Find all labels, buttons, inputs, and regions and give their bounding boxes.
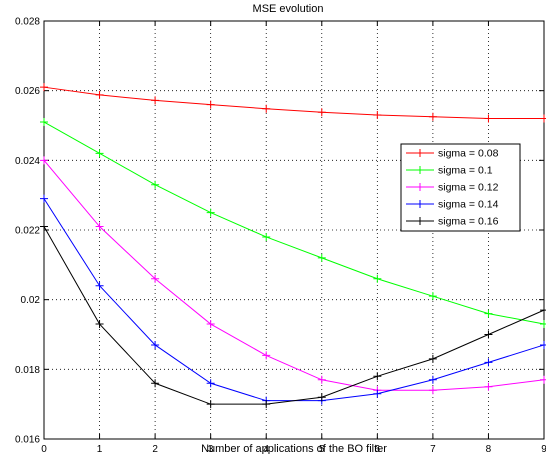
series-line — [43, 226, 545, 405]
x-tick-label: 4 — [263, 444, 269, 454]
data-point-marker — [206, 400, 215, 409]
legend-swatch-marker — [416, 149, 424, 157]
legend-swatch-marker — [416, 217, 424, 225]
data-point-marker — [40, 83, 48, 92]
x-tick-label: 6 — [375, 444, 381, 454]
series-3 — [40, 156, 546, 395]
data-point-marker — [95, 320, 104, 329]
data-point-marker — [151, 379, 160, 388]
data-point-marker — [40, 156, 48, 165]
data-point-marker — [40, 194, 48, 203]
legend-item: sigma = 0.08 — [406, 148, 499, 160]
data-point-marker — [373, 372, 382, 381]
data-point-marker — [373, 389, 382, 398]
y-tick-label: 0.016 — [15, 435, 40, 446]
data-point-marker — [95, 90, 104, 99]
series-line — [43, 121, 545, 325]
legend-swatch-marker — [416, 166, 424, 174]
series-line — [43, 86, 544, 120]
legend-item: sigma = 0.1 — [406, 165, 493, 177]
data-point-marker — [428, 112, 437, 121]
y-tick-label: 0.022 — [15, 226, 40, 237]
data-point-marker — [262, 400, 271, 409]
data-point-marker — [206, 208, 215, 217]
data-point-marker — [484, 382, 493, 391]
data-point-marker — [262, 351, 271, 360]
data-point-marker — [540, 375, 546, 384]
data-point-marker — [206, 320, 215, 329]
data-point-marker — [484, 358, 493, 367]
data-point-marker — [540, 340, 546, 349]
legend-label: sigma = 0.14 — [438, 199, 499, 211]
y-tick-label: 0.026 — [15, 86, 40, 97]
data-point-marker — [317, 375, 326, 384]
data-point-marker — [317, 253, 326, 262]
data-point-marker — [95, 149, 104, 158]
legend: sigma = 0.08 sigma = 0.1 sigma = 0.12 sigma… — [400, 143, 521, 232]
x-tick-label: 0 — [41, 444, 47, 454]
data-point-marker — [262, 232, 271, 241]
chart-title: MSE evolution — [253, 3, 324, 15]
data-point-marker — [151, 274, 160, 283]
data-point-marker — [540, 320, 546, 329]
y-tick-label: 0.028 — [15, 17, 40, 28]
data-point-marker — [317, 108, 326, 117]
data-point-marker — [373, 274, 382, 283]
data-point-marker — [95, 281, 104, 290]
data-point-marker — [317, 393, 326, 402]
data-point-marker — [151, 180, 160, 189]
series-2 — [40, 118, 546, 329]
legend-label: sigma = 0.12 — [438, 182, 499, 194]
x-tick-label: 7 — [430, 444, 436, 454]
data-point-marker — [151, 340, 160, 349]
data-point-marker — [540, 306, 546, 315]
x-tick-label: 3 — [208, 444, 214, 454]
x-tick-label: 9 — [541, 444, 546, 454]
x-tick-label: 8 — [486, 444, 492, 454]
y-tick-label: 0.018 — [15, 365, 40, 376]
x-tick-label: 1 — [97, 444, 103, 454]
series-line — [43, 160, 545, 391]
data-point-marker — [428, 375, 437, 384]
data-series — [40, 83, 546, 409]
data-point-marker — [484, 330, 493, 339]
legend-swatch-marker — [416, 200, 424, 208]
legend-label: sigma = 0.16 — [438, 216, 499, 228]
x-tick-label: 2 — [152, 444, 158, 454]
x-axis-label: Number of applications of the BO filter — [201, 443, 387, 454]
data-point-marker — [373, 111, 382, 120]
legend-item: sigma = 0.16 — [406, 216, 499, 228]
data-point-marker — [95, 222, 104, 231]
data-point-marker — [206, 100, 215, 109]
data-point-marker — [151, 96, 160, 105]
data-point-marker — [262, 104, 271, 113]
data-point-marker — [484, 309, 493, 318]
series-5 — [40, 222, 546, 409]
legend-label: sigma = 0.1 — [438, 165, 493, 177]
series-1 — [40, 83, 546, 123]
data-point-marker — [206, 379, 215, 388]
axis-ticks: 0 1 2 3 4 5 6 7 8 9 0.016 0.018 0.02 0.022 0.024 0.026 0… — [15, 17, 546, 454]
legend-label: sigma = 0.08 — [438, 148, 499, 160]
legend-swatch-marker — [416, 183, 424, 191]
data-point-marker — [40, 118, 48, 127]
data-point-marker — [428, 386, 437, 395]
x-tick-label: 5 — [319, 444, 325, 454]
legend-item: sigma = 0.14 — [406, 199, 499, 211]
data-point-marker — [540, 114, 546, 123]
data-point-marker — [40, 222, 48, 231]
y-tick-label: 0.02 — [21, 295, 41, 306]
data-point-marker — [428, 354, 437, 363]
data-point-marker — [484, 114, 493, 123]
data-point-marker — [428, 292, 437, 301]
legend-item: sigma = 0.12 — [406, 182, 499, 194]
y-tick-label: 0.024 — [15, 156, 40, 167]
